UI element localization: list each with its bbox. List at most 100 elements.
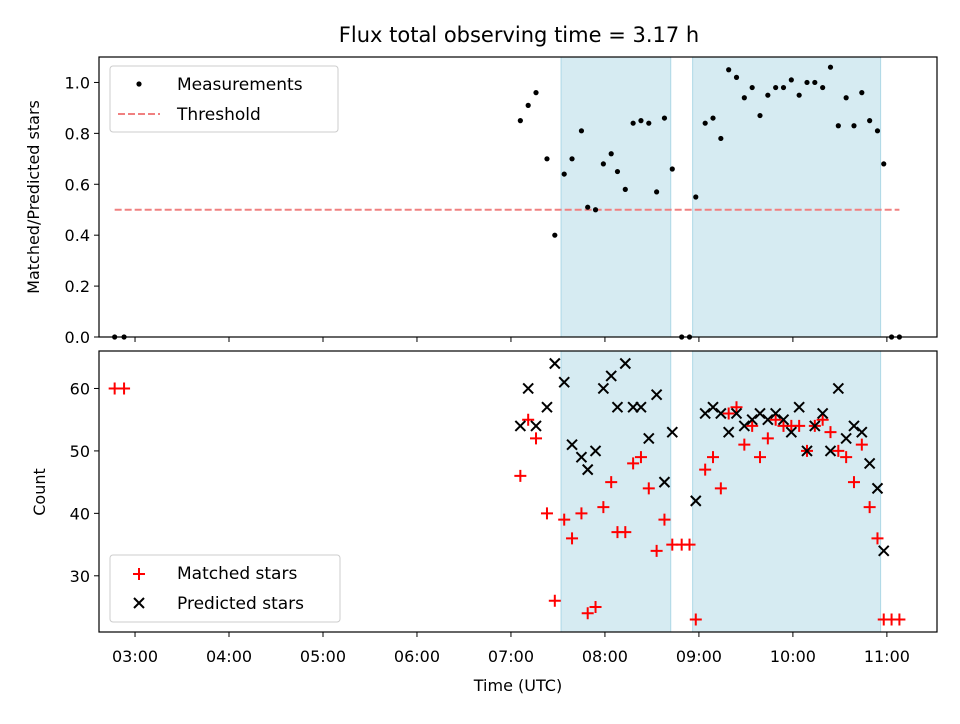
measurement-point bbox=[561, 171, 567, 177]
matched-star-point bbox=[605, 476, 618, 489]
matched-star-point bbox=[566, 532, 579, 545]
measurement-point bbox=[630, 120, 636, 126]
measurement-point bbox=[525, 102, 531, 108]
top-y-axis-label: Matched/Predicted stars bbox=[24, 100, 43, 294]
measurement-point bbox=[622, 186, 628, 192]
predicted-star-point bbox=[832, 382, 845, 395]
predicted-star-point bbox=[541, 401, 553, 413]
measurement-point bbox=[669, 166, 675, 172]
measurement-point bbox=[773, 84, 779, 91]
matched-star-point bbox=[863, 501, 876, 514]
measurement-point bbox=[843, 95, 849, 101]
measurement-point bbox=[585, 204, 591, 210]
measurement-point bbox=[812, 79, 818, 86]
predicted-star-point bbox=[558, 376, 570, 388]
bottom-x-ticks: 03:00 04:00 05:00 06:00 07:00 08:00 09:00 10:00… bbox=[112, 632, 910, 666]
x-tick-label: 09:00 bbox=[676, 647, 722, 666]
measurement-point bbox=[859, 90, 865, 96]
matched-star-point bbox=[683, 538, 696, 551]
bottom-legend: Matched stars Predicted stars bbox=[109, 554, 341, 623]
measurement-point bbox=[710, 115, 716, 121]
predicted-star-point bbox=[840, 432, 852, 445]
bottom-axes-frame bbox=[98, 350, 938, 633]
matched-star-point bbox=[754, 451, 767, 464]
matched-star-point bbox=[816, 413, 829, 426]
legend-label-predicted: Predicted stars bbox=[177, 594, 304, 614]
predicted-star-point bbox=[871, 482, 884, 495]
matched-star-point bbox=[558, 513, 571, 526]
predicted-star-point bbox=[824, 445, 837, 457]
legend-label-threshold: Threshold bbox=[176, 105, 261, 125]
shaded-interval bbox=[692, 56, 882, 338]
matched-star-point bbox=[893, 613, 906, 626]
bottom-y-ticks: 30 40 50 60 bbox=[70, 379, 99, 586]
measurement-point bbox=[867, 118, 873, 124]
legend-label-matched: Matched stars bbox=[177, 564, 297, 584]
matched-star-point bbox=[746, 419, 759, 432]
x-tick-label: 04:00 bbox=[206, 647, 252, 666]
legend-marker-predicted bbox=[133, 597, 145, 609]
measurement-point bbox=[788, 77, 794, 83]
measurement-point bbox=[749, 84, 755, 91]
measurement-point bbox=[654, 189, 660, 195]
matched-star-point bbox=[738, 438, 751, 451]
predicted-star-point bbox=[878, 545, 890, 557]
matched-star-point bbox=[871, 532, 884, 545]
chart-title: Flux total observing time = 3.17 h bbox=[339, 23, 699, 47]
matched-star-point bbox=[699, 463, 712, 476]
top-axes-frame bbox=[98, 56, 938, 338]
x-tick-label: 10:00 bbox=[770, 647, 816, 666]
measurement-point bbox=[533, 90, 539, 96]
predicted-star-point bbox=[522, 382, 534, 395]
predicted-star-point bbox=[801, 445, 813, 457]
matched-stars-series bbox=[108, 382, 906, 626]
top-panel: 0.0 0.2 0.4 0.6 0.8 1.0 Matched/Predicted sta… bbox=[24, 56, 938, 347]
matched-star-point bbox=[589, 601, 602, 614]
predicted-star-point bbox=[715, 407, 727, 420]
shaded-interval bbox=[560, 56, 672, 338]
predicted-star-point bbox=[666, 426, 678, 438]
matched-star-point bbox=[642, 482, 655, 495]
top-x-ticks bbox=[134, 337, 888, 342]
predicted-star-point bbox=[722, 426, 735, 438]
predicted-star-point bbox=[754, 407, 766, 420]
predicted-star-point bbox=[514, 420, 527, 432]
matched-star-point bbox=[530, 432, 543, 445]
legend-marker-matched bbox=[133, 568, 145, 580]
predicted-star-point bbox=[581, 463, 594, 476]
measurement-point bbox=[578, 128, 585, 134]
top-shaded-intervals bbox=[560, 56, 882, 338]
bottom-y-axis-label: Count bbox=[30, 468, 49, 516]
measurement-point bbox=[600, 161, 606, 167]
measurement-point bbox=[827, 64, 834, 70]
predicted-star-point bbox=[848, 420, 860, 432]
measurement-point bbox=[780, 84, 787, 91]
matched-star-point bbox=[722, 407, 735, 420]
y-tick-label: 40 bbox=[70, 504, 90, 523]
measurement-point bbox=[796, 92, 802, 98]
predicted-star-point bbox=[738, 420, 751, 432]
y-tick-label: 1.0 bbox=[65, 73, 90, 92]
predicted-star-point bbox=[530, 420, 542, 432]
measurement-point bbox=[718, 135, 724, 142]
x-axis-label: Time (UTC) bbox=[473, 676, 562, 695]
matched-star-point bbox=[597, 501, 610, 514]
x-tick-label: 06:00 bbox=[394, 647, 440, 666]
matched-star-point bbox=[730, 401, 743, 414]
predicted-star-point bbox=[769, 407, 782, 420]
y-tick-label: 0.0 bbox=[65, 328, 90, 347]
predicted-star-point bbox=[816, 407, 829, 420]
measurement-point bbox=[733, 74, 740, 80]
matched-star-point bbox=[634, 451, 647, 464]
predicted-star-point bbox=[605, 370, 617, 382]
matched-star-point bbox=[769, 413, 782, 426]
matched-star-point bbox=[714, 482, 727, 495]
matched-star-point bbox=[540, 507, 553, 520]
measurement-point bbox=[638, 118, 644, 124]
y-tick-label: 0.4 bbox=[65, 226, 90, 245]
predicted-star-point bbox=[690, 495, 702, 507]
predicted-star-point bbox=[619, 357, 632, 370]
measurement-point bbox=[608, 151, 614, 157]
measurement-point bbox=[552, 232, 558, 238]
y-tick-label: 0.6 bbox=[65, 175, 90, 194]
